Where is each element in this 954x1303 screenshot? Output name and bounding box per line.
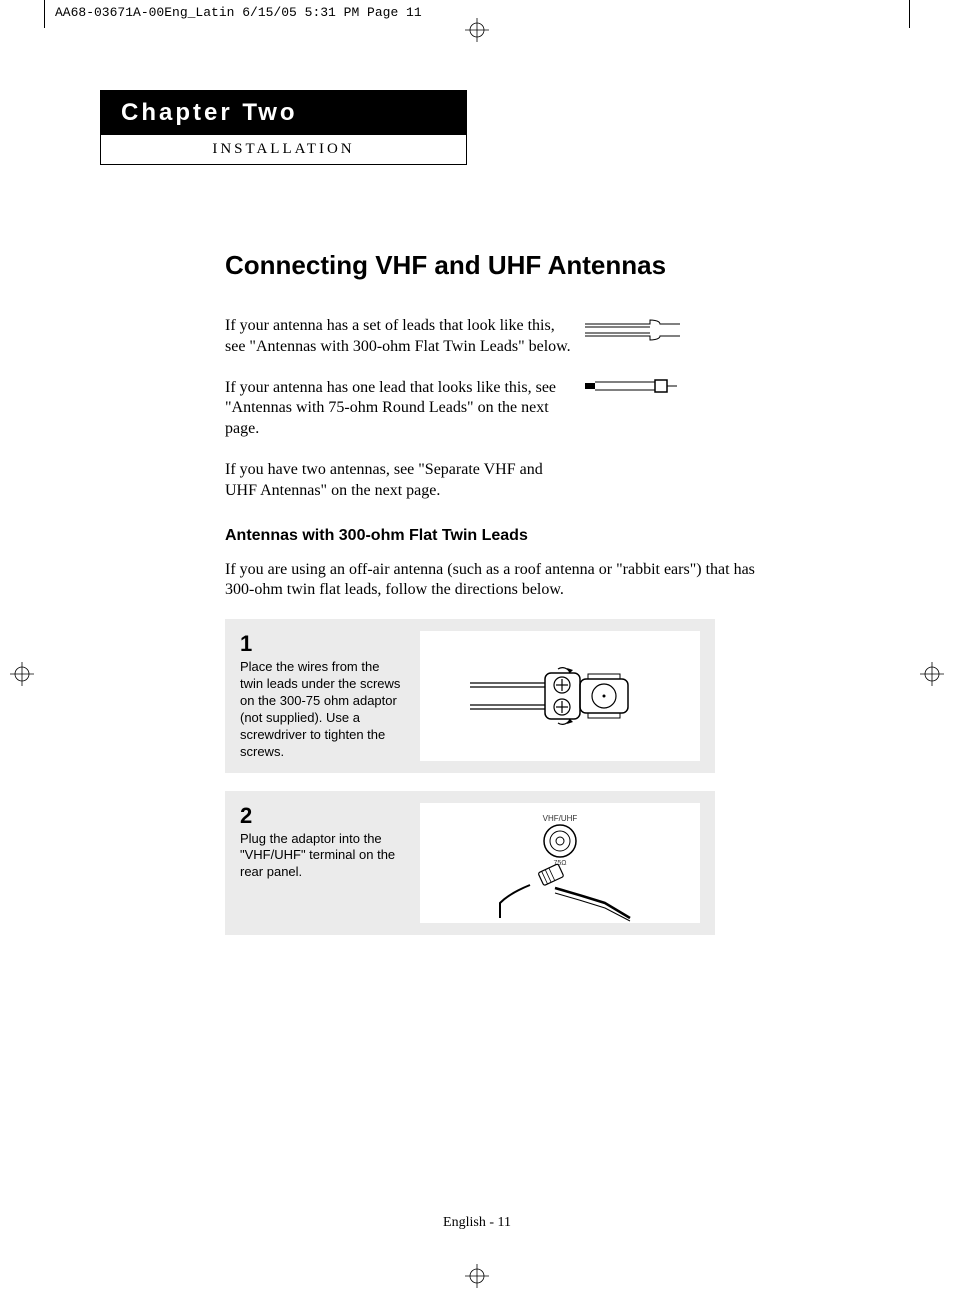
chapter-header: Chapter Two INSTALLATION [100, 90, 467, 165]
registration-mark-icon [920, 662, 944, 691]
subsection-intro: If you are using an off-air antenna (suc… [225, 560, 780, 602]
registration-mark-icon [465, 1264, 489, 1293]
step-1-adaptor-illustration [420, 631, 700, 760]
page-footer: English - 11 [443, 1215, 511, 1231]
paragraph: If your antenna has a set of leads that … [225, 316, 575, 358]
chapter-subtitle: INSTALLATION [101, 135, 466, 164]
chapter-title: Chapter Two [101, 91, 466, 135]
step-number: 2 [240, 803, 405, 829]
paragraph: If your antenna has one lead that looks … [225, 378, 575, 440]
step-text: Place the wires from the twin leads unde… [240, 659, 405, 760]
coax-lead-icon [585, 378, 680, 440]
step-box: 2 Plug the adaptor into the "VHF/UHF" te… [225, 791, 715, 935]
step-2-terminal-illustration: VHF/UHF 75Ω [420, 803, 700, 923]
subsection-title: Antennas with 300-ohm Flat Twin Leads [225, 527, 860, 545]
registration-mark-icon [465, 18, 489, 47]
paragraph: If you have two antennas, see "Separate … [225, 460, 575, 502]
body-text: If your antenna has a set of leads that … [225, 316, 780, 502]
crop-mark [909, 0, 910, 28]
registration-mark-icon [10, 662, 34, 691]
crop-mark [44, 0, 45, 28]
svg-text:75Ω: 75Ω [553, 860, 566, 867]
step-text: Plug the adaptor into the "VHF/UHF" term… [240, 831, 405, 882]
page-content: Chapter Two INSTALLATION Connecting VHF … [100, 90, 860, 935]
print-header: AA68-03671A-00Eng_Latin 6/15/05 5:31 PM … [55, 5, 422, 20]
twin-lead-icon [585, 316, 680, 358]
svg-text:VHF/UHF: VHF/UHF [543, 814, 578, 823]
section-title: Connecting VHF and UHF Antennas [225, 250, 860, 281]
step-number: 1 [240, 631, 405, 657]
step-box: 1 Place the wires from the twin leads un… [225, 619, 715, 772]
